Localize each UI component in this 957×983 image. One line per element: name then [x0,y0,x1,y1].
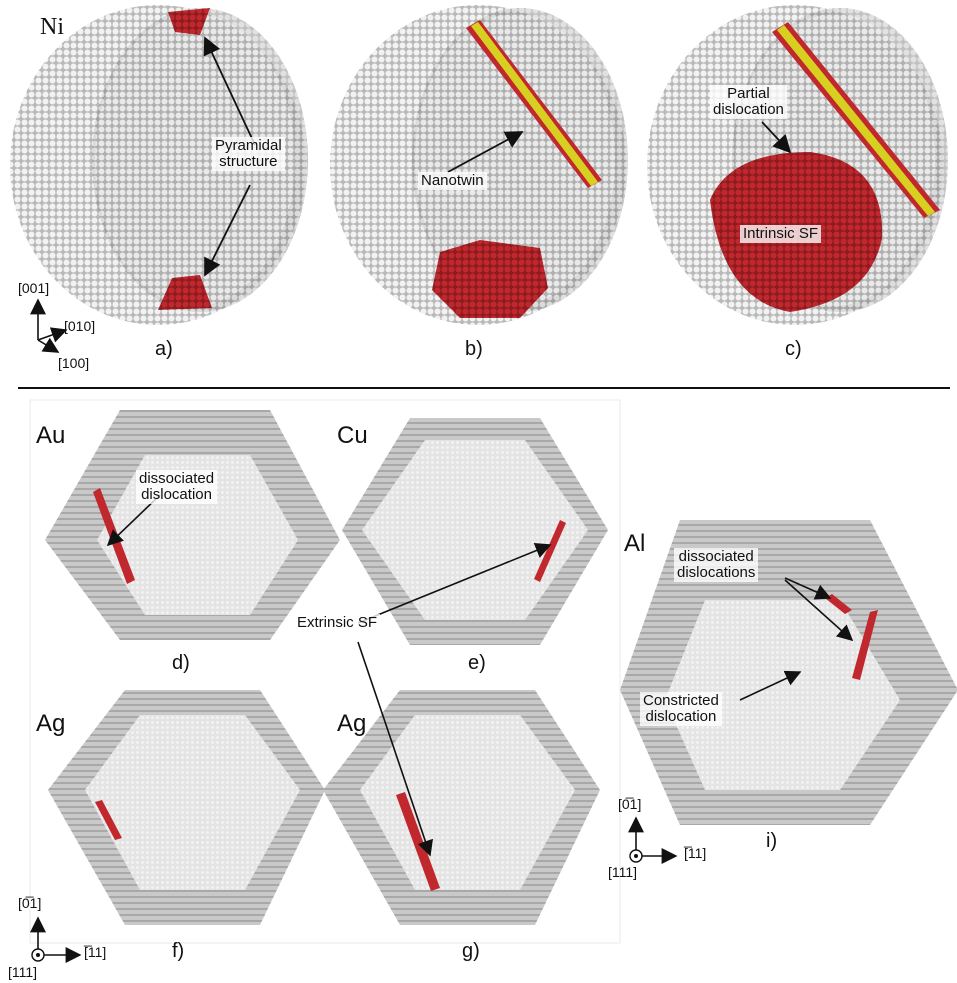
label-g: g) [462,940,480,962]
arrow-partial [761,121,792,154]
label-e: e) [468,652,486,674]
annotation-constricted: Constricted dislocation [640,692,722,726]
arrow-pyramid-top [203,36,256,146]
element-au: Au [36,422,66,449]
polyhedron-e [342,418,608,645]
label-d: d) [172,652,190,674]
axis-0-11-left: [0̅1] [18,895,42,911]
polyhedron-i [620,520,957,825]
annotation-pyramidal: Pyramidal structure [212,137,285,171]
axis-111-left: [111] [8,964,38,980]
axes-bottom-left [30,916,82,963]
pyramid-bottom-a [158,275,212,310]
annotation-nanotwin: Nanotwin [418,172,487,190]
sphere-a [10,5,308,325]
dislocation-f [95,800,122,840]
arrow-extrinsic-g [357,641,433,857]
dislocations-i [852,610,878,680]
element-ag-f: Ag [36,710,66,737]
polyhedron-f [48,690,325,925]
element-al: Al [624,530,646,557]
arrow-nanotwin [447,131,524,173]
element-ag-g: Ag [337,710,367,737]
element-ni: Ni [40,14,64,40]
axis-211-right: [̅11] [684,845,707,861]
sphere-b [330,5,628,325]
sphere-c [647,5,948,325]
arrow-extrinsic-e [357,543,552,624]
axis-211-left: [̅11] [84,944,107,960]
annotation-dissociated: dissociated dislocation [136,470,218,504]
label-b: b) [465,338,483,360]
axis-100: [100] [58,355,90,371]
axis-010: [010] [64,318,96,334]
axes-top [30,298,68,353]
axis-111-right: [111] [608,864,638,880]
arrow-pyramid-bottom [204,184,251,277]
axis-0-11-right: [0̅1] [618,796,642,812]
label-a: a) [155,338,173,360]
pyramid-top-a [168,8,210,35]
label-f: f) [172,940,185,962]
polyhedron-d [45,410,340,640]
label-c: c) [785,338,802,360]
label-i: i) [766,830,778,852]
annotation-partial: Partial dislocation [710,85,787,119]
annotation-dissociated-i: dissociated dislocations [674,548,759,582]
element-cu: Cu [337,422,368,449]
defect-b [432,240,548,318]
annotation-extrinsic-sf: Extrinsic SF [294,614,381,632]
annotation-intrinsic-sf: Intrinsic SF [740,225,822,243]
axes-bottom-right [628,816,678,864]
axis-001: [001] [18,280,50,296]
polyhedron-g [323,690,600,925]
